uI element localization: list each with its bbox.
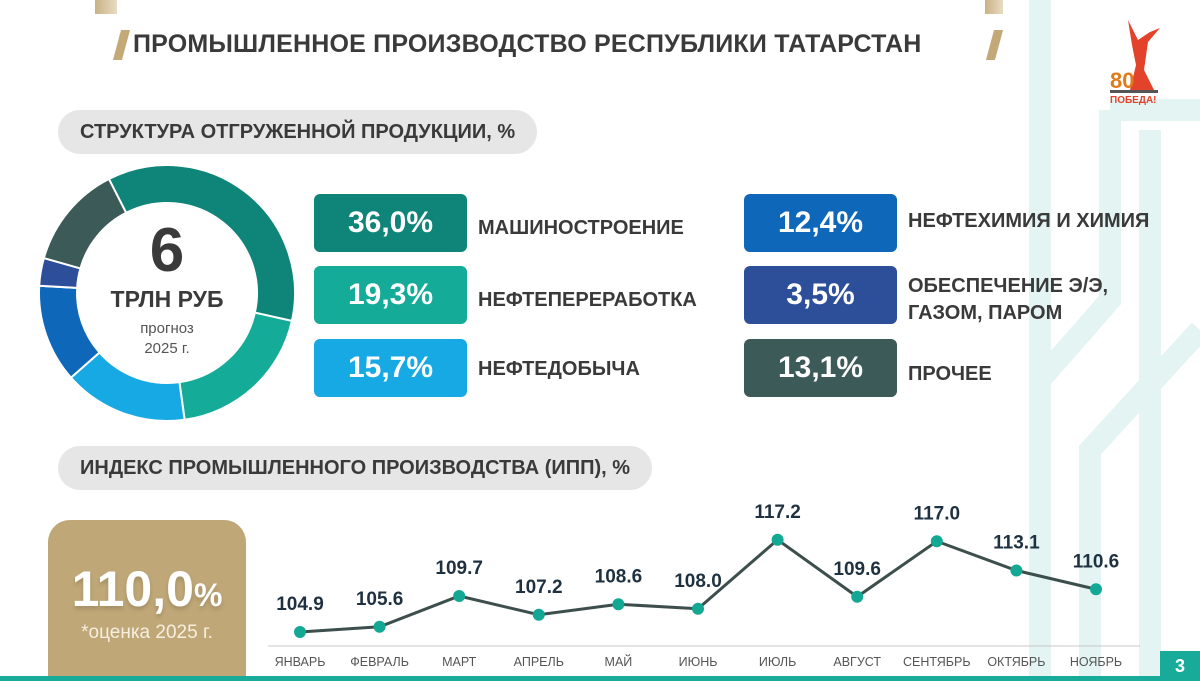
data-label: 109.7: [435, 558, 483, 579]
page-title: ПРОМЫШЛЕННОЕ ПРОИЗВОДСТВО РЕСПУБЛИКИ ТАТ…: [133, 30, 922, 58]
total-value: 6: [149, 216, 185, 285]
data-label: 107.2: [515, 577, 563, 598]
label-oil-extraction: НЕФТЕДОБЫЧА: [478, 358, 640, 380]
label-machinery: МАШИНОСТРОЕНИЕ: [478, 217, 684, 239]
svg-text:ПОБЕДА!: ПОБЕДА!: [1110, 95, 1157, 105]
ipp-section-title: ИНДЕКС ПРОМЫШЛЕННОГО ПРОИЗВОДСТВА (ИПП),…: [58, 446, 653, 490]
data-label: 113.1: [993, 533, 1040, 554]
x-tick-label: АВГУСТ: [833, 655, 881, 669]
ipp-total-value: 110,0%: [48, 560, 246, 618]
data-point: [1010, 564, 1023, 577]
structure-donut-chart: [38, 164, 296, 422]
label-petrochemistry: НЕФТЕХИМИЯ И ХИМИЯ: [908, 210, 1150, 232]
x-tick-label: АПРЕЛЬ: [514, 655, 564, 669]
share-badge-oil-extraction: 15,7%: [314, 339, 467, 397]
victory-80-logo: 80 ПОБЕДА!: [1110, 20, 1160, 105]
ipp-total-unit: %: [193, 577, 223, 613]
data-label: 105.6: [356, 589, 404, 610]
x-tick-label: ИЮЛЬ: [759, 655, 796, 669]
data-label: 109.6: [833, 559, 881, 580]
gold-accent: [985, 0, 1003, 14]
data-point: [612, 598, 625, 611]
data-label: 117.0: [914, 503, 961, 524]
svg-text:80: 80: [1110, 68, 1134, 93]
x-tick-label: МАРТ: [442, 655, 477, 669]
ipp-estimate-note: *оценка 2025 г.: [81, 622, 213, 643]
label-energy-line2: ГАЗОМ, ПАРОМ: [908, 302, 1063, 324]
ipp-total-box: 110,0% *оценка 2025 г.: [48, 520, 246, 681]
x-tick-label: МАЙ: [605, 654, 633, 669]
forecast-year: 2025 г.: [144, 340, 190, 357]
total-unit: ТРЛН РУБ: [110, 286, 224, 312]
data-point: [851, 590, 864, 603]
share-badge-petrochemistry: 12,4%: [744, 194, 897, 252]
data-point: [453, 590, 466, 602]
data-label: 117.2: [754, 502, 801, 523]
x-tick-label: ОКТЯБРЬ: [987, 655, 1045, 669]
share-badge-refining: 19,3%: [314, 266, 467, 324]
data-label: 108.6: [595, 566, 643, 587]
gold-accent: [95, 0, 117, 14]
donut-slice: [42, 177, 128, 270]
share-badge-other: 13,1%: [744, 339, 897, 397]
data-point: [771, 533, 784, 546]
ipp-total-number: 110,0: [71, 561, 194, 617]
data-label: 108.0: [674, 571, 722, 592]
label-energy: ОБЕСПЕЧЕНИЕ Э/Э, ГАЗОМ, ПАРОМ: [908, 273, 1108, 327]
x-tick-label: НОЯБРЬ: [1070, 655, 1122, 669]
page-number: 3: [1160, 651, 1200, 681]
donut-slice: [107, 164, 296, 323]
donut-center: 6 ТРЛН РУБ прогноз 2025 г.: [87, 218, 247, 359]
data-label: 104.9: [276, 594, 324, 615]
data-label: 110.6: [1073, 551, 1120, 572]
data-point: [1090, 583, 1102, 596]
share-badge-energy: 3,5%: [744, 266, 897, 324]
bottom-accent-line: [0, 676, 1160, 681]
data-point: [294, 626, 306, 638]
x-tick-label: ЯНВАРЬ: [275, 655, 326, 669]
share-badge-machinery: 36,0%: [314, 194, 467, 252]
background-pattern: [1029, 0, 1200, 681]
label-energy-line1: ОБЕСПЕЧЕНИЕ Э/Э,: [908, 275, 1109, 297]
structure-section-title: СТРУКТУРА ОТГРУЖЕННОЙ ПРОДУКЦИИ, %: [58, 110, 538, 154]
data-point: [532, 608, 545, 621]
x-tick-label: СЕНТЯБРЬ: [903, 655, 971, 669]
x-tick-label: ФЕВРАЛЬ: [350, 655, 409, 669]
data-point: [373, 620, 386, 633]
label-other: ПРОЧЕЕ: [908, 363, 992, 385]
label-refining: НЕФТЕПЕРЕРАБОТКА: [478, 289, 697, 311]
x-tick-label: ИЮНЬ: [679, 655, 718, 669]
data-point: [692, 602, 704, 615]
data-point: [930, 535, 943, 548]
forecast-note: прогноз: [140, 320, 194, 337]
